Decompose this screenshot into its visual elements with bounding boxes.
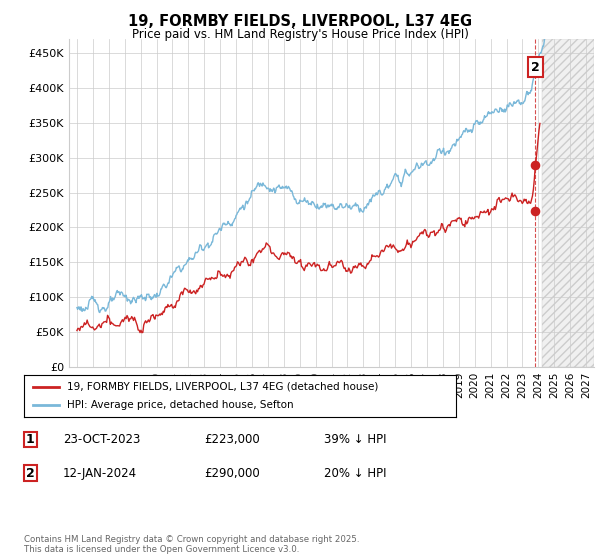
Text: 19, FORMBY FIELDS, LIVERPOOL, L37 4EG: 19, FORMBY FIELDS, LIVERPOOL, L37 4EG <box>128 14 472 29</box>
Text: 20% ↓ HPI: 20% ↓ HPI <box>324 466 386 480</box>
Text: £290,000: £290,000 <box>204 466 260 480</box>
Text: 39% ↓ HPI: 39% ↓ HPI <box>324 433 386 446</box>
Text: Price paid vs. HM Land Registry's House Price Index (HPI): Price paid vs. HM Land Registry's House … <box>131 28 469 41</box>
Text: Contains HM Land Registry data © Crown copyright and database right 2025.
This d: Contains HM Land Registry data © Crown c… <box>24 535 359 554</box>
Text: 23-OCT-2023: 23-OCT-2023 <box>63 433 140 446</box>
Text: HPI: Average price, detached house, Sefton: HPI: Average price, detached house, Seft… <box>67 400 294 410</box>
Text: 2: 2 <box>531 60 539 73</box>
Text: £223,000: £223,000 <box>204 433 260 446</box>
Text: 1: 1 <box>26 433 35 446</box>
Bar <box>542 39 594 367</box>
Point <box>530 207 540 216</box>
Point <box>530 160 540 169</box>
Text: 19, FORMBY FIELDS, LIVERPOOL, L37 4EG (detached house): 19, FORMBY FIELDS, LIVERPOOL, L37 4EG (d… <box>67 382 379 392</box>
Text: 2: 2 <box>26 466 35 480</box>
Text: 12-JAN-2024: 12-JAN-2024 <box>63 466 137 480</box>
